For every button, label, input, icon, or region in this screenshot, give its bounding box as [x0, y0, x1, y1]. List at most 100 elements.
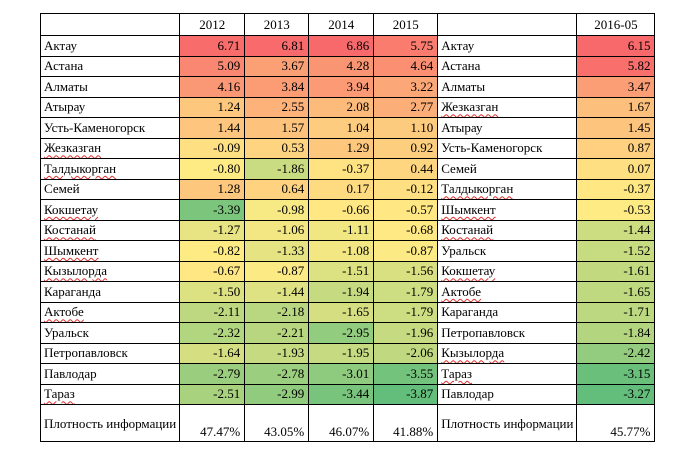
table-row: Караганда -1.50 -1.44 -1.94 -1.79 Актобе -1.65	[39, 281, 656, 303]
ranked-value-cell: 0.07	[576, 158, 656, 180]
value-cell: 4.28	[308, 55, 375, 77]
ranked-city-name: Актобе	[441, 283, 481, 299]
value-cell: 6.81	[244, 35, 310, 57]
ranked-city-name-cell: Кызылорда	[437, 342, 578, 364]
ranked-city-name: Семей	[441, 160, 477, 176]
density-value: 43.05%	[244, 404, 310, 442]
value-cell: -0.37	[308, 158, 375, 180]
ranked-city-name-cell: Тараз	[437, 363, 578, 385]
value-cell: 0.64	[244, 178, 310, 200]
ranked-city-name: Астана	[441, 58, 481, 74]
ranked-city-name-cell: Уральск	[437, 240, 578, 262]
ranked-value-cell: 0.87	[576, 137, 656, 159]
city-name-cell: Жезказган	[39, 137, 181, 159]
city-name-cell: Шымкент	[39, 240, 181, 262]
value-cell: -3.01	[308, 363, 375, 385]
value-cell: -2.99	[244, 383, 310, 405]
ranked-city-name-cell: Костанай	[437, 219, 578, 241]
city-name: Кокшетау	[44, 201, 99, 217]
ranked-value-cell: 5.82	[576, 55, 656, 77]
ranked-city-name: Усть-Каменогорск	[441, 140, 543, 156]
column-header: 2016-05	[576, 13, 656, 36]
ranked-city-name-cell: Талдыкорган	[437, 178, 578, 200]
value-cell: -2.79	[179, 363, 246, 385]
ranked-value-cell: -3.15	[576, 363, 656, 385]
table-row: Жезказган -0.09 0.53 1.29 0.92 Усть-Каменогор…	[39, 137, 656, 159]
value-cell: -2.18	[244, 301, 310, 323]
ranked-city-name-cell: Семей	[437, 158, 578, 180]
value-cell: -1.95	[308, 342, 375, 364]
city-name-cell: Уральск	[39, 322, 181, 344]
ranked-city-name-cell: Петропавловск	[437, 322, 578, 344]
value-cell: -3.87	[373, 383, 439, 405]
ranked-value-cell: 3.47	[576, 76, 656, 98]
ranked-value-cell: -0.53	[576, 199, 656, 221]
value-cell: -0.57	[373, 199, 439, 221]
value-cell: 0.92	[373, 137, 439, 159]
city-name-cell: Актау	[39, 35, 181, 57]
density-label: Плотность информации	[39, 404, 181, 442]
value-cell: -1.86	[244, 158, 310, 180]
ranked-value-cell: 6.15	[576, 35, 656, 57]
value-cell: -0.12	[373, 178, 439, 200]
ranked-city-name: Актау	[441, 37, 475, 53]
city-name: Караганда	[44, 283, 101, 299]
city-name-cell: Астана	[39, 55, 181, 77]
city-name: Жезказган	[44, 140, 102, 156]
table-row: Петропавловск -1.64 -1.93 -1.95 -2.06 Кызылор…	[39, 342, 656, 364]
city-name: Тараз	[44, 386, 75, 402]
value-cell: 3.94	[308, 76, 375, 98]
ranked-city-name-cell: Астана	[437, 55, 578, 77]
value-cell: -0.82	[179, 240, 246, 262]
city-name-cell: Кокшетау	[39, 199, 181, 221]
column-header: 2013	[244, 13, 310, 36]
column-header: 2015	[373, 13, 439, 36]
ranked-city-name: Уральск	[441, 242, 487, 258]
city-name: Костанай	[44, 222, 96, 238]
table-row: Актобе -2.11 -2.18 -1.65 -1.79 Караганда -1.71	[39, 301, 656, 323]
value-cell: -2.78	[244, 363, 310, 385]
value-cell: 1.24	[179, 96, 246, 118]
value-cell: -1.51	[308, 260, 375, 282]
value-cell: -3.39	[179, 199, 246, 221]
city-name-cell: Тараз	[39, 383, 181, 405]
column-header: 2014	[308, 13, 375, 36]
value-cell: 1.28	[179, 178, 246, 200]
value-cell: 2.55	[244, 96, 310, 118]
value-cell: 0.17	[308, 178, 375, 200]
value-cell: 6.86	[308, 35, 375, 57]
ranked-city-name: Жезказган	[441, 99, 499, 115]
value-cell: -0.87	[244, 260, 310, 282]
value-cell: -3.44	[308, 383, 375, 405]
city-name: Шымкент	[44, 242, 99, 258]
ranked-value-cell: -1.65	[576, 281, 656, 303]
city-name: Усть-Каменогорск	[44, 119, 146, 135]
table-row: Уральск -2.32 -2.21 -2.95 -1.96 Петропавловск…	[39, 322, 656, 344]
value-cell: -1.06	[244, 219, 310, 241]
table-row: Алматы 4.16 3.84 3.94 3.22 Алматы 3.47	[39, 76, 656, 98]
ranked-city-name-cell: Атырау	[437, 117, 578, 139]
value-cell: 1.44	[179, 117, 246, 139]
ranked-city-name-cell: Усть-Каменогорск	[437, 137, 578, 159]
ranked-city-name-cell: Актобе	[437, 281, 578, 303]
value-cell: 6.71	[179, 35, 246, 57]
ranked-value-cell: -1.61	[576, 260, 656, 282]
density-value: 41.88%	[373, 404, 439, 442]
table-row: Тараз -2.51 -2.99 -3.44 -3.87 Павлодар -3.27	[39, 383, 656, 405]
ranked-value-cell: -1.71	[576, 301, 656, 323]
ranked-city-name: Кызылорда	[441, 345, 505, 361]
table-row: Талдыкорган -0.80 -1.86 -0.37 0.44 Семей 0.07	[39, 158, 656, 180]
column-header	[437, 13, 578, 36]
city-name-cell: Караганда	[39, 281, 181, 303]
value-cell: 4.16	[179, 76, 246, 98]
value-cell: -1.08	[308, 240, 375, 262]
value-cell: -0.87	[373, 240, 439, 262]
table-body: 2012 2013 2014 2015 2016-05 Актау 6.71 6.81 6.86…	[39, 13, 656, 442]
value-cell: -2.51	[179, 383, 246, 405]
table-row: Павлодар -2.79 -2.78 -3.01 -3.55 Тараз -3.15	[39, 363, 656, 385]
city-name-cell: Петропавловск	[39, 342, 181, 364]
value-cell: -1.93	[244, 342, 310, 364]
city-name-cell: Костанай	[39, 219, 181, 241]
value-cell: -1.33	[244, 240, 310, 262]
value-cell: -1.11	[308, 219, 375, 241]
